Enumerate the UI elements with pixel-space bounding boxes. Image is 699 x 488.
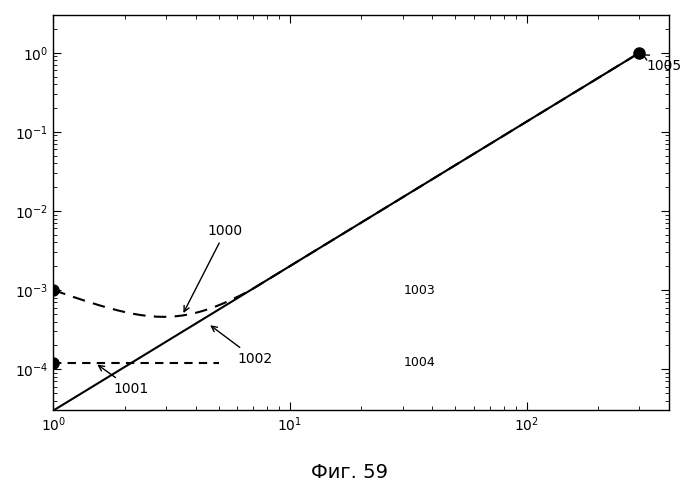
- Text: 1001: 1001: [99, 366, 149, 396]
- Text: 1005: 1005: [643, 55, 682, 73]
- Text: 1003: 1003: [403, 284, 435, 297]
- Text: Фиг. 59: Фиг. 59: [311, 463, 388, 482]
- Text: 1000: 1000: [184, 224, 243, 312]
- Text: 1004: 1004: [403, 356, 435, 369]
- Text: 1002: 1002: [211, 326, 273, 366]
